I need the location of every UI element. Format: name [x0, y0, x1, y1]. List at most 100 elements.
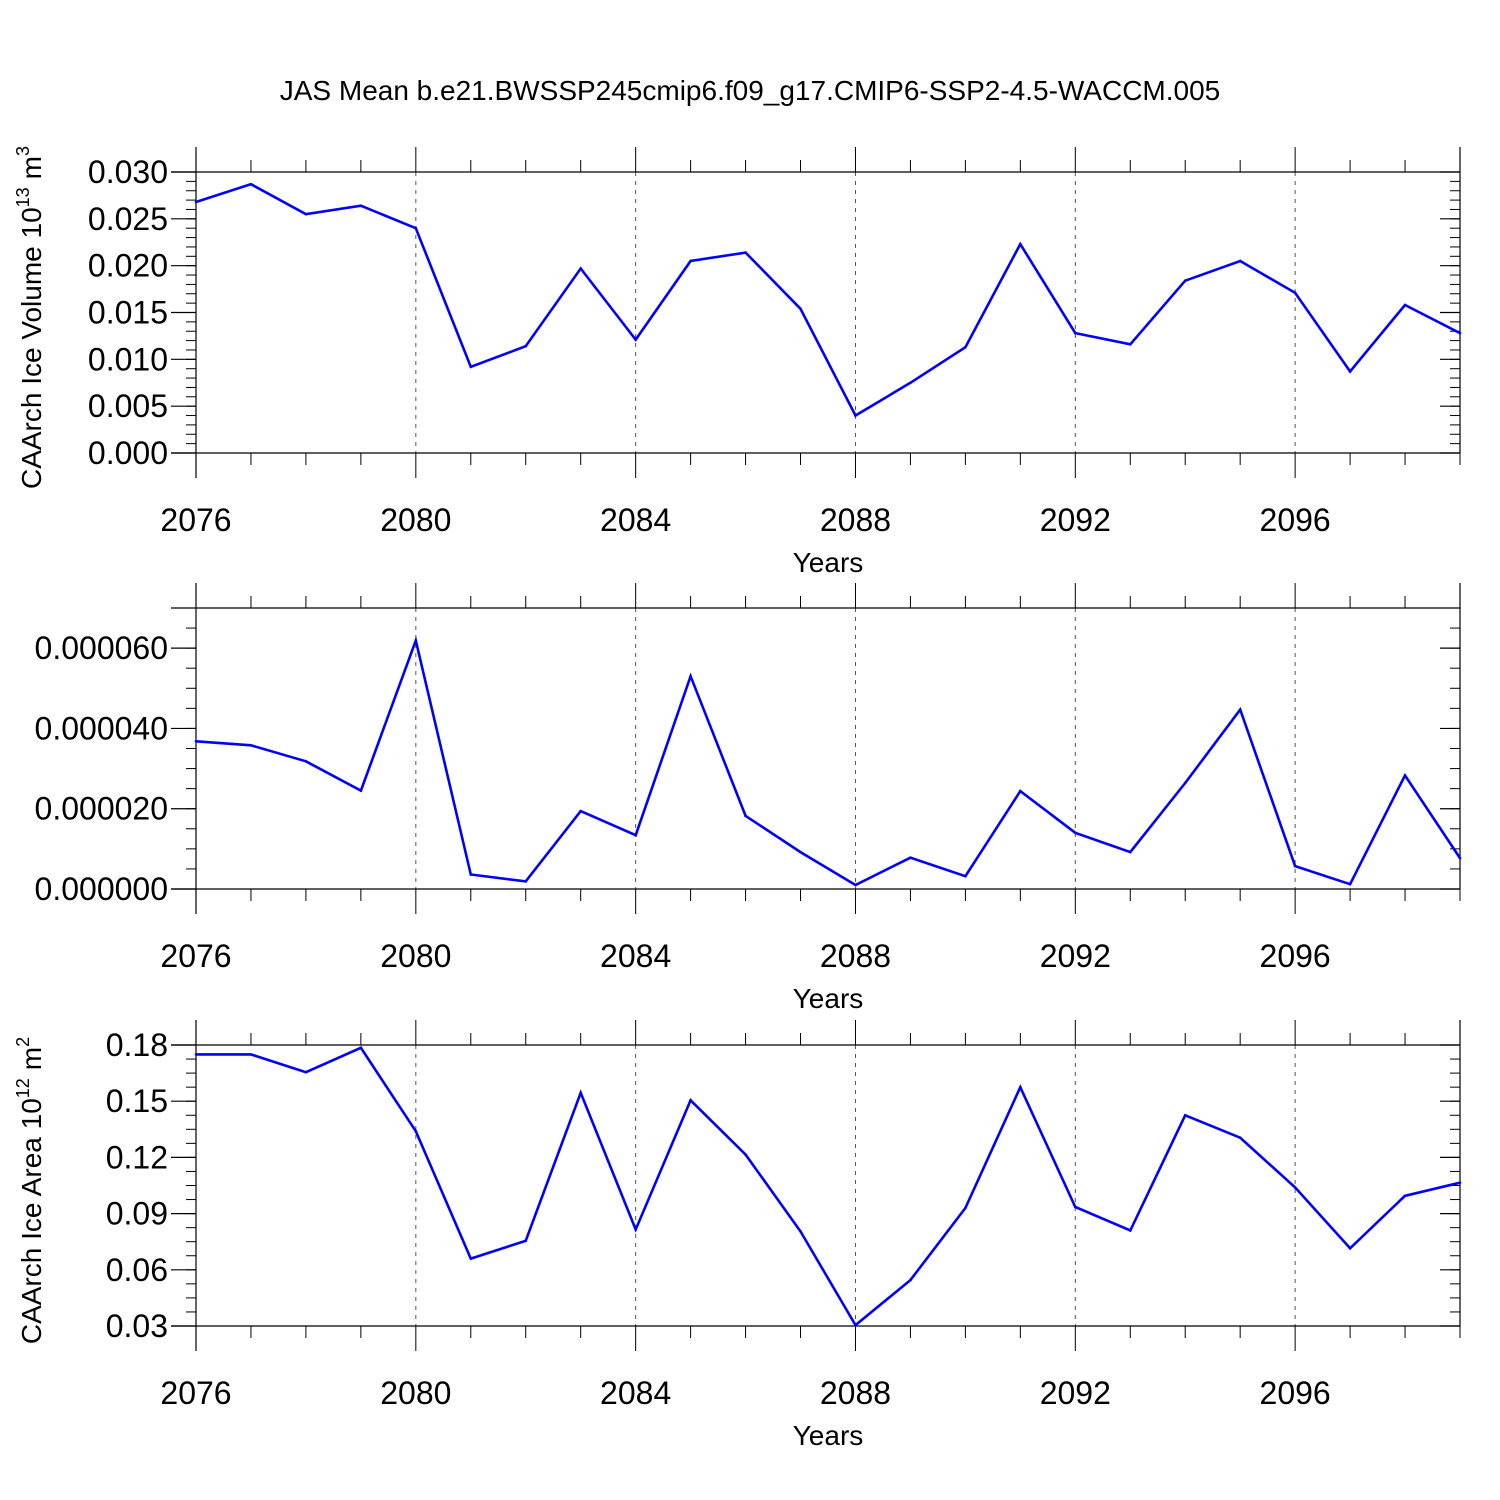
data-point [194, 200, 198, 204]
data-point [799, 1230, 802, 1233]
y-tick-label: 0.015 [88, 295, 168, 331]
x-tick-label: 2080 [380, 502, 451, 538]
data-point [964, 1206, 967, 1210]
y-axis-label-text: CAArch Ice Volume 10 [16, 207, 47, 489]
y-tick-label: 0.06 [106, 1252, 168, 1288]
x-tick-label: 2076 [160, 1375, 231, 1411]
y-tick-label: 0.000020 [35, 791, 168, 827]
y-tick-label: 0.010 [88, 341, 168, 377]
data-point [854, 1323, 857, 1327]
series-line [195, 635, 1462, 887]
data-point [524, 880, 528, 883]
x-axis-label: Years [793, 547, 864, 578]
data-point [689, 674, 692, 678]
data-point [799, 850, 802, 854]
y-axis-label-unit: m [16, 1047, 47, 1070]
y-tick-label: 0.03 [106, 1308, 168, 1344]
data-point [1458, 1181, 1462, 1184]
panel-ice-volume: 2076 2080 2084 2088 2092 2096 0.000 0.005 0.010 0… [13, 146, 1462, 578]
y-tick-label: 0.000000 [35, 871, 168, 907]
y-axis-label-exponent: 12 [13, 1078, 33, 1098]
data-point [304, 1070, 308, 1074]
data-point [1128, 850, 1132, 854]
data-point [304, 760, 308, 763]
data-point [249, 182, 253, 186]
data-point [1019, 1085, 1022, 1089]
x-tick-label: 2092 [1040, 938, 1111, 974]
data-point [249, 1053, 253, 1056]
data-point [634, 1228, 637, 1231]
x-tick-label: 2096 [1260, 938, 1331, 974]
data-point [524, 344, 528, 348]
data-point [1348, 1246, 1352, 1250]
series-line [196, 1046, 1461, 1328]
data-point [964, 874, 967, 878]
x-axis-label: Years [793, 1420, 864, 1451]
data-point [1183, 279, 1187, 282]
x-axis-label: Years [793, 983, 864, 1014]
data-point [1403, 1194, 1407, 1198]
data-point [909, 381, 912, 385]
data-point [744, 251, 747, 254]
x-tick-label: 2088 [820, 1375, 891, 1411]
series-line [195, 182, 1461, 418]
panel-ice-area: 2076 2080 2084 2088 2092 2096 0.03 0.06 0.09 0.12… [13, 1020, 1462, 1451]
y-tick-label: 0.12 [106, 1139, 168, 1175]
y-tick-label: 0.025 [88, 201, 168, 237]
y-tick-label: 0.15 [106, 1083, 168, 1119]
data-point [359, 789, 363, 792]
data-point [1458, 331, 1462, 335]
data-point [964, 345, 967, 349]
y-tick-label: 0.09 [106, 1196, 168, 1232]
y-tick-label: 0.18 [106, 1027, 168, 1063]
data-point [1019, 242, 1022, 246]
data-point [579, 267, 582, 270]
data-point [634, 338, 637, 341]
data-point [249, 743, 253, 747]
data-point [744, 814, 747, 818]
data-point [194, 739, 198, 743]
data-point [469, 873, 473, 876]
data-point [1128, 1229, 1132, 1232]
x-tick-label: 2088 [820, 938, 891, 974]
data-point [909, 1278, 912, 1282]
data-point [469, 1257, 473, 1260]
x-tick-label: 2076 [160, 938, 231, 974]
y-tick-label: 0.030 [88, 154, 168, 190]
data-point [1293, 1186, 1297, 1189]
data-point [1403, 303, 1407, 307]
data-point [359, 1046, 363, 1050]
data-point [854, 883, 857, 887]
panel-middle: 2076 2080 2084 2088 2092 2096 0.000000 0.000020… [35, 583, 1462, 1014]
data-point [1074, 1205, 1077, 1209]
x-tick-label: 2084 [600, 502, 671, 538]
data-point [744, 1153, 747, 1156]
x-tick-label: 2092 [1040, 1375, 1111, 1411]
y-tick-label: 0.005 [88, 388, 168, 424]
y-axis-label-unit-exponent: 2 [13, 1037, 33, 1047]
data-point [579, 809, 582, 813]
x-tick-label: 2096 [1260, 1375, 1331, 1411]
data-point [414, 1129, 418, 1133]
data-point [1074, 331, 1077, 335]
data-point [799, 307, 802, 311]
data-point [1238, 708, 1242, 711]
x-tick-label: 2084 [600, 1375, 671, 1411]
y-axis-label-unit: m [16, 156, 47, 179]
data-point [689, 1098, 692, 1102]
y-tick-label: 0.000060 [35, 630, 168, 666]
x-tick-label: 2096 [1260, 502, 1331, 538]
y-tick-label: 0.000040 [35, 710, 168, 746]
data-point [469, 365, 473, 369]
x-tick-label: 2080 [380, 938, 451, 974]
data-point [1128, 343, 1132, 346]
data-point [854, 414, 857, 417]
data-point [1293, 291, 1297, 295]
x-tick-label: 2084 [600, 938, 671, 974]
data-point [1458, 856, 1462, 860]
y-tick-label: 0.000 [88, 435, 168, 471]
data-point [304, 212, 308, 216]
data-point [1183, 781, 1187, 785]
y-axis-label: CAArch Ice Area 1012 m2 [13, 1037, 47, 1344]
